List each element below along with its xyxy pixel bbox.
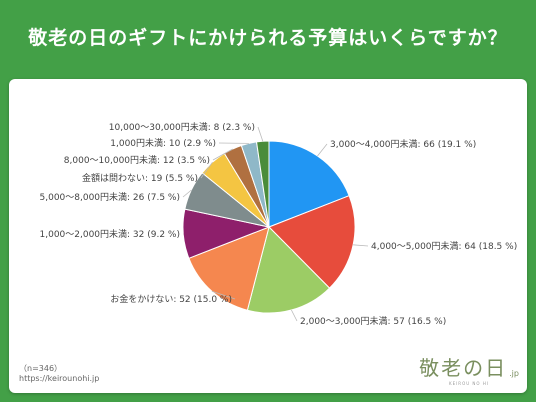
- site-logo: 敬老の日 .jp KEIROU NO HI: [419, 352, 519, 386]
- slice-label-3: お金をかけない: 52 (15.0 %): [110, 293, 232, 305]
- slice-label-8: 1,000円未満: 10 (2.9 %): [110, 137, 216, 149]
- logo-suffix: .jp: [509, 369, 519, 378]
- slice-label-0: 3,000〜4,000円未満: 66 (19.1 %): [330, 138, 476, 150]
- leader-line-3: [211, 290, 236, 300]
- pie-slice-9[interactable]: [255, 140, 270, 228]
- leader-line-2: [291, 309, 298, 322]
- slice-label-7: 8,000〜10,000円未満: 12 (3.5 %): [64, 154, 210, 166]
- leader-line-6: [200, 161, 213, 179]
- footnote: （n=346） https://keirounohi.jp: [19, 364, 99, 384]
- logo-main-text: 敬老の日: [419, 356, 508, 380]
- slice-label-6: 金額は問わない: 19 (5.5 %): [82, 172, 198, 184]
- slice-label-9: 10,000〜30,000円未満: 8 (2.3 %): [109, 121, 255, 133]
- leader-line-0: [317, 143, 328, 157]
- page-title: 敬老の日のギフトにかけられる予算はいくらですか？: [28, 26, 508, 49]
- logo-subtext: KEIROU NO HI: [448, 381, 490, 386]
- source-url: https://keirounohi.jp: [19, 374, 100, 383]
- slice-label-4: 1,000〜2,000円未満: 32 (9.2 %): [40, 228, 181, 240]
- leader-line-7: [212, 148, 233, 161]
- sample-size: （n=346）: [19, 364, 63, 373]
- leader-line-9: [257, 126, 264, 142]
- pie-slice-1[interactable]: [268, 195, 356, 289]
- leader-line-5: [182, 189, 192, 198]
- leader-line-1: [353, 244, 369, 247]
- slice-label-1: 4,000〜5,000円未満: 64 (18.5 %): [371, 240, 517, 252]
- slice-label-5: 5,000〜8,000円未満: 26 (7.5 %): [40, 191, 181, 203]
- slice-label-2: 2,000〜3,000円未満: 57 (16.5 %): [300, 315, 446, 327]
